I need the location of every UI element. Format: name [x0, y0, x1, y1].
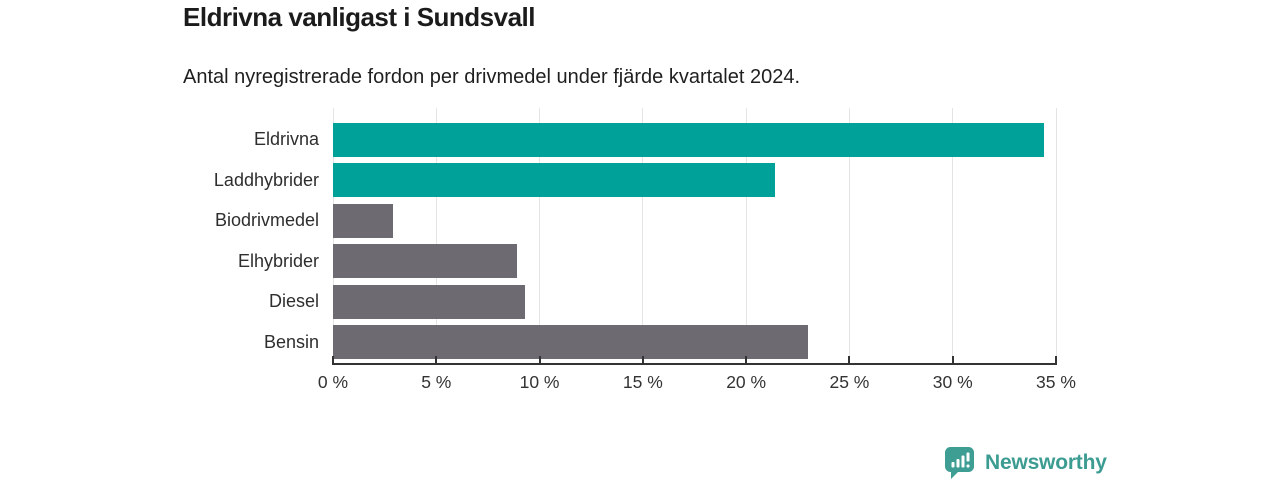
- x-axis-tick: [641, 356, 644, 363]
- x-axis-tick-label: 30 %: [932, 371, 973, 392]
- x-axis-tick-label: 25 %: [829, 371, 870, 392]
- bar-biodrivmedel: [333, 203, 393, 238]
- gridline: [1055, 108, 1057, 365]
- gridline: [435, 108, 437, 365]
- x-axis-tick: [1055, 356, 1057, 363]
- category-label-elhybrider: Elhybrider: [237, 250, 319, 271]
- bar-bensin: [333, 325, 809, 360]
- bar-chart-speech-bubble-icon: [945, 447, 974, 479]
- x-axis-tick-label: 0 %: [317, 371, 349, 392]
- chart-title: Eldrivna vanligast i Sundsvall: [183, 2, 536, 32]
- x-axis-tick: [848, 356, 851, 363]
- x-axis-tick-label: 20 %: [726, 371, 767, 392]
- newsworthy-wordmark: Newsworthy: [985, 451, 1107, 474]
- newsworthy-logo: Newsworthy: [944, 446, 1107, 480]
- x-axis-line: [332, 362, 1057, 365]
- bar-eldrivna: [333, 122, 1044, 157]
- x-axis-tick: [538, 356, 541, 363]
- category-label-laddhybrider: Laddhybrider: [213, 169, 319, 190]
- gridline: [848, 108, 850, 365]
- x-axis-tick-label: 35 %: [1036, 371, 1076, 392]
- x-axis-tick-label: 10 %: [519, 371, 560, 392]
- bar-elhybrider: [333, 244, 517, 279]
- gridline: [642, 108, 644, 365]
- category-label-biodrivmedel: Biodrivmedel: [214, 210, 319, 231]
- x-axis-tick: [435, 356, 438, 363]
- x-axis-tick: [745, 356, 748, 363]
- category-label-diesel: Diesel: [268, 291, 319, 312]
- bar-chart: Eldrivna Laddhybrider Biodrivmedel Elhybrid…: [213, 108, 1076, 392]
- chart-subtitle: Antal nyregistrerade fordon per drivmede…: [183, 66, 801, 88]
- gridline: [952, 108, 954, 365]
- x-axis-tick-label: 15 %: [622, 371, 663, 392]
- category-label-bensin: Bensin: [263, 331, 319, 352]
- category-label-eldrivna: Eldrivna: [253, 129, 319, 150]
- gridline: [745, 108, 747, 365]
- gridline: [539, 108, 541, 365]
- x-axis-tick: [332, 356, 334, 363]
- bar-diesel: [333, 284, 526, 319]
- x-axis-tick-label: 5 %: [421, 371, 452, 392]
- bar-laddhybrider: [333, 163, 776, 198]
- x-axis-tick: [951, 356, 954, 363]
